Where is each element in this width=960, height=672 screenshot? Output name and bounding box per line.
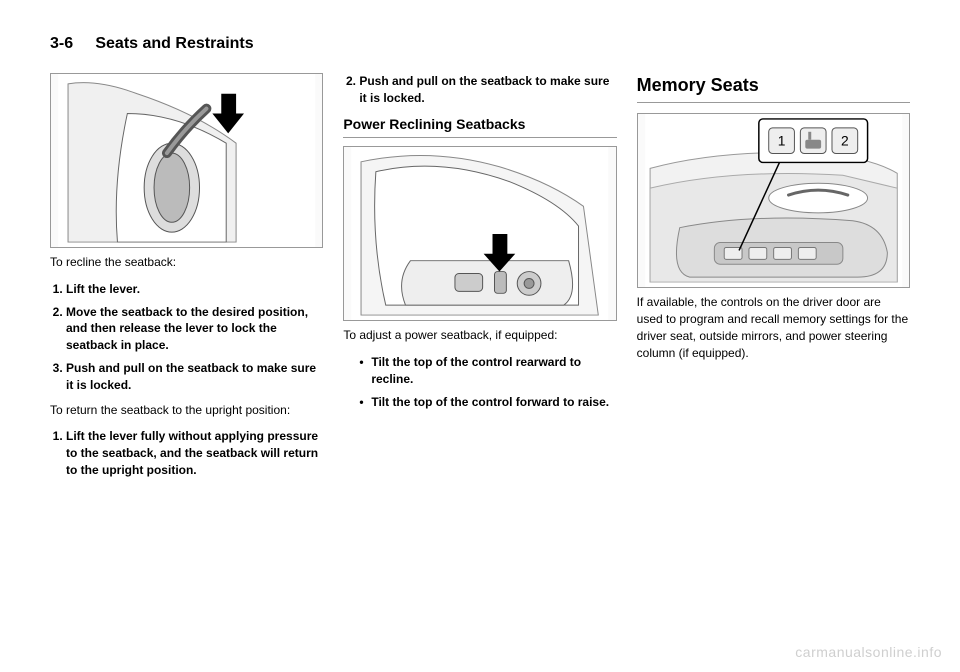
cont-steps: Push and pull on the seatback to make su… — [359, 73, 616, 107]
power-seat-illustration — [344, 147, 615, 320]
return-caption: To return the seatback to the upright po… — [50, 402, 323, 419]
power-recline-heading: Power Reclining Seatbacks — [343, 115, 616, 139]
svg-text:1: 1 — [777, 133, 785, 149]
recline-step-1: Lift the lever. — [66, 281, 323, 298]
content-columns: To recline the seatback: Lift the lever.… — [50, 73, 910, 487]
recline-steps: Lift the lever. Move the seatback to the… — [66, 281, 323, 394]
column-3: Memory Seats — [637, 73, 910, 487]
watermark: carmanualsonline.info — [795, 644, 942, 660]
chapter-title: Seats and Restraints — [95, 35, 253, 52]
power-bullets: Tilt the top of the control rearward to … — [359, 354, 616, 410]
svg-text:2: 2 — [841, 133, 849, 149]
column-2: Push and pull on the seatback to make su… — [343, 73, 616, 487]
page-header: 3-6 Seats and Restraints — [50, 35, 910, 53]
recline-step-3: Push and pull on the seatback to make su… — [66, 360, 323, 394]
column-1: To recline the seatback: Lift the lever.… — [50, 73, 323, 487]
power-bullet-1: Tilt the top of the control rearward to … — [359, 354, 616, 388]
seat-lever-illustration — [51, 74, 322, 247]
power-caption: To adjust a power seatback, if equipped: — [343, 327, 616, 344]
figure-memory-seats: 1 2 — [637, 113, 910, 288]
page-number: 3-6 — [50, 35, 73, 52]
return-steps: Lift the lever fully without applying pr… — [66, 428, 323, 478]
door-controls-illustration: 1 2 — [638, 114, 909, 287]
cont-step-2: Push and pull on the seatback to make su… — [359, 73, 616, 107]
figure-power-recline — [343, 146, 616, 321]
power-bullet-2: Tilt the top of the control forward to r… — [359, 394, 616, 411]
recline-caption: To recline the seatback: — [50, 254, 323, 271]
memory-seats-heading: Memory Seats — [637, 73, 910, 103]
figure-manual-recline — [50, 73, 323, 248]
recline-step-2: Move the seatback to the desired positio… — [66, 304, 323, 354]
memory-seats-text: If available, the controls on the driver… — [637, 294, 910, 361]
return-step-1: Lift the lever fully without applying pr… — [66, 428, 323, 478]
